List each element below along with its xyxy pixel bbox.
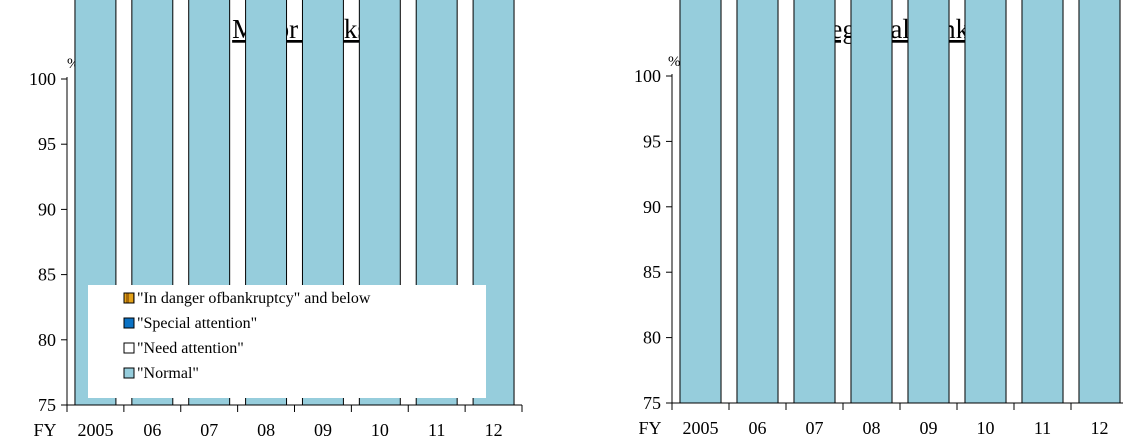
x-tick-label: 12	[485, 420, 503, 440]
x-axis-prefix: FY	[638, 418, 661, 438]
x-tick-label: 08	[257, 420, 275, 440]
y-tick-label: 100	[634, 66, 661, 86]
legend-swatch-need_attention	[123, 342, 135, 354]
chart-title: Regional banks	[812, 14, 979, 44]
y-tick-label: 95	[643, 131, 661, 151]
legend-label-normal: "Normal"	[137, 365, 199, 382]
chart-regional-banks: Regional banks% 2005 06 07 08 09 10 11 12 FY 75 80 8…	[634, 0, 1123, 438]
y-tick-label: 95	[38, 134, 56, 154]
x-tick-label: 08	[863, 418, 881, 438]
bar-segment-normal	[1021, 0, 1064, 404]
x-tick-label: 09	[314, 420, 332, 440]
x-tick-label: 12	[1091, 418, 1109, 438]
legend-swatch-normal	[123, 367, 135, 379]
bar-segment-normal	[850, 0, 893, 404]
legend-swatch-danger	[123, 292, 135, 304]
y-tick-label: 85	[643, 262, 661, 282]
legend-label-special_attention: "Special attention"	[137, 315, 257, 332]
y-tick-label: 90	[38, 199, 56, 219]
x-tick-label: 06	[143, 420, 161, 440]
legend-label-need_attention: "Need attention"	[137, 340, 244, 357]
y-tick-label: 75	[643, 393, 661, 413]
bar-segment-normal	[793, 0, 836, 404]
x-axis-prefix: FY	[33, 420, 56, 440]
y-axis-unit: %	[668, 54, 681, 70]
x-tick-label: 11	[1034, 418, 1051, 438]
bar-segment-normal	[907, 0, 950, 404]
y-tick-label: 100	[29, 69, 56, 89]
bar-segment-normal	[736, 0, 779, 404]
bar-segment-normal	[964, 0, 1007, 404]
x-tick-label: 07	[200, 420, 218, 440]
x-tick-label: 10	[977, 418, 995, 438]
x-tick-label: 10	[371, 420, 389, 440]
legend: "In danger ofbankruptcy" and below "Speci…	[88, 285, 486, 398]
y-tick-label: 80	[38, 330, 56, 350]
legend-swatch-special_attention	[123, 317, 135, 329]
x-tick-label: 2005	[683, 418, 719, 438]
legend-background	[88, 285, 486, 398]
bar-segment-normal	[679, 0, 722, 404]
bar-segment-normal	[1078, 0, 1121, 404]
x-tick-label: 09	[920, 418, 938, 438]
x-tick-label: 07	[806, 418, 824, 438]
y-tick-label: 85	[38, 265, 56, 285]
x-tick-label: 2005	[77, 420, 113, 440]
x-tick-label: 11	[428, 420, 445, 440]
y-tick-label: 75	[38, 395, 56, 415]
x-tick-label: 06	[749, 418, 767, 438]
y-tick-label: 90	[643, 197, 661, 217]
y-tick-label: 80	[643, 328, 661, 348]
legend-label-danger: "In danger ofbankruptcy" and below	[137, 290, 371, 307]
